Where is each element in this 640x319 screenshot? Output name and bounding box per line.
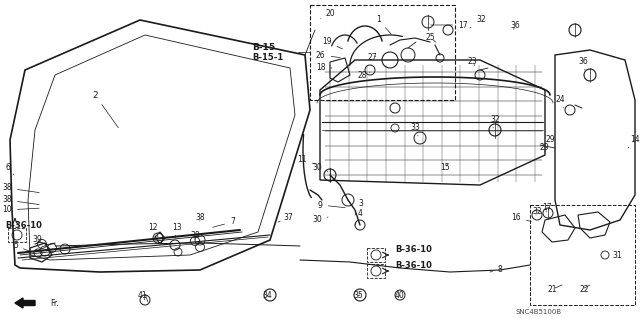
Text: 5: 5 — [13, 241, 29, 251]
Text: 39: 39 — [32, 235, 42, 244]
Text: 9: 9 — [318, 201, 345, 210]
Text: 10: 10 — [3, 205, 39, 214]
Text: B-15: B-15 — [252, 43, 275, 53]
Text: 38: 38 — [3, 183, 39, 193]
Text: 11: 11 — [298, 155, 316, 165]
Text: 7: 7 — [212, 218, 235, 227]
Text: 12: 12 — [148, 224, 158, 237]
Text: 21: 21 — [548, 286, 557, 294]
Text: 38: 38 — [195, 213, 205, 222]
Text: 41: 41 — [138, 292, 148, 300]
Text: SNC4B5100B: SNC4B5100B — [515, 309, 561, 315]
Text: 36: 36 — [510, 20, 520, 29]
Bar — [367, 248, 385, 262]
Text: 34: 34 — [262, 292, 272, 300]
Text: 20: 20 — [321, 10, 335, 19]
Text: 35: 35 — [353, 292, 363, 300]
Text: 29: 29 — [542, 136, 555, 145]
Text: 3: 3 — [355, 198, 363, 215]
Text: 32: 32 — [470, 16, 486, 28]
Text: 38: 38 — [190, 231, 200, 240]
Text: 40: 40 — [395, 292, 404, 300]
Text: 8: 8 — [490, 265, 503, 275]
Text: 13: 13 — [172, 224, 182, 238]
Text: B-36-10: B-36-10 — [395, 262, 432, 271]
Text: 19: 19 — [322, 38, 342, 49]
Text: 16: 16 — [511, 213, 531, 222]
Text: 17: 17 — [542, 204, 552, 212]
Bar — [530, 205, 635, 305]
Bar — [310, 5, 455, 100]
Text: B-36-10: B-36-10 — [5, 220, 42, 229]
Text: 1: 1 — [376, 16, 391, 34]
Text: 36: 36 — [578, 57, 588, 70]
Text: 28: 28 — [357, 70, 370, 79]
Text: 23: 23 — [468, 57, 477, 66]
Text: 15: 15 — [440, 164, 450, 173]
Bar — [8, 228, 26, 242]
Text: 30: 30 — [312, 164, 328, 173]
Text: 24: 24 — [555, 95, 564, 108]
Text: 17: 17 — [431, 20, 468, 29]
Text: 31: 31 — [612, 250, 621, 259]
Text: 2: 2 — [92, 91, 118, 128]
Text: B-15-1: B-15-1 — [252, 54, 284, 63]
Text: 32: 32 — [532, 207, 541, 217]
Text: B-36-10: B-36-10 — [395, 246, 432, 255]
Text: 33: 33 — [410, 123, 420, 136]
Text: 6: 6 — [6, 164, 14, 175]
Text: Fr.: Fr. — [50, 299, 59, 308]
Text: 18: 18 — [316, 63, 332, 72]
Text: 22: 22 — [580, 286, 589, 294]
Text: 30: 30 — [312, 216, 328, 225]
Text: 38: 38 — [3, 196, 39, 204]
Text: 14: 14 — [628, 136, 639, 148]
Text: 27: 27 — [368, 54, 378, 63]
Text: 32: 32 — [490, 115, 500, 128]
Text: 26: 26 — [316, 50, 340, 60]
Text: 29: 29 — [540, 144, 550, 152]
Text: 4: 4 — [355, 209, 363, 225]
FancyArrow shape — [15, 298, 35, 308]
Text: 25: 25 — [426, 33, 436, 42]
Text: 37: 37 — [278, 213, 292, 222]
Bar — [367, 264, 385, 278]
